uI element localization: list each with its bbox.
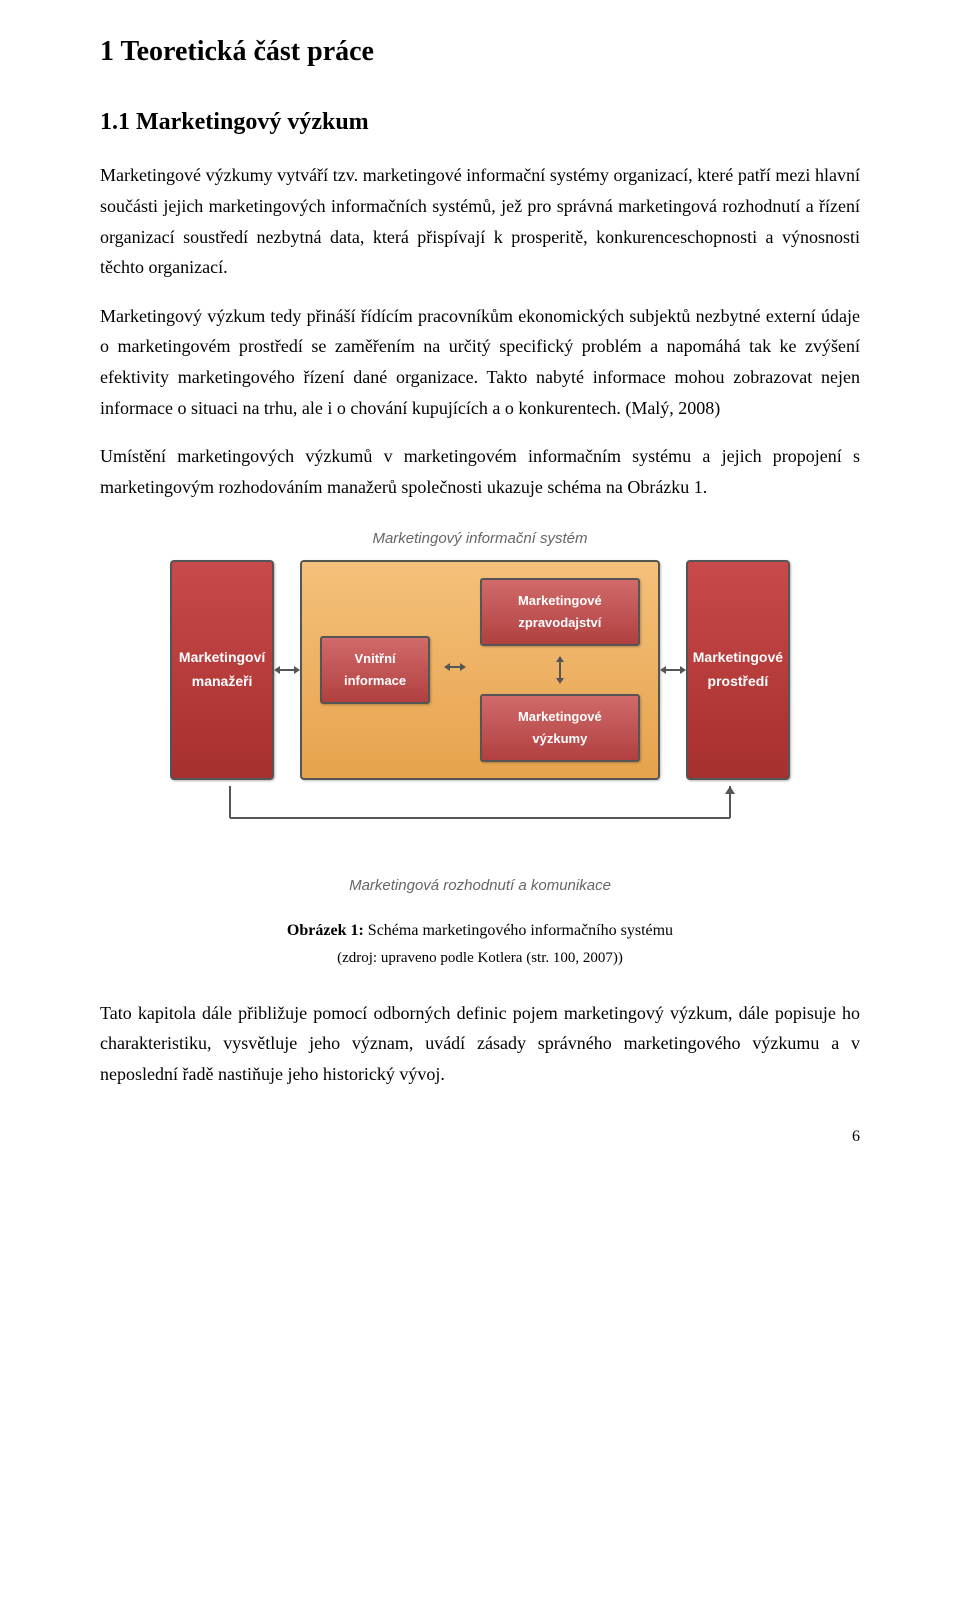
connector-v-inner — [553, 656, 567, 684]
diagram-marketing-info-system: Marketingový informační systém Marketing… — [170, 526, 790, 899]
paragraph-1: Marketingové výzkumy vytváří tzv. market… — [100, 160, 860, 282]
connector-right — [660, 560, 686, 780]
connector-left — [274, 560, 300, 780]
figure-caption-bold: Obrázek 1: — [287, 922, 364, 939]
page-number: 6 — [100, 1123, 860, 1150]
heading-2: 1.1 Marketingový výzkum — [100, 102, 860, 143]
box-marketing-managers: Marketingoví manažeři — [170, 560, 274, 780]
box-marketing-intelligence: Marketingové zpravodajství — [480, 578, 640, 646]
figure-caption-text: Schéma marketingového informačního systé… — [364, 922, 673, 939]
box-marketing-research: Marketingové výzkumy — [480, 694, 640, 762]
diagram-title: Marketingový informační systém — [170, 526, 790, 552]
paragraph-3: Umístění marketingových výzkumů v market… — [100, 441, 860, 502]
inner-right-column: Marketingové zpravodajství Marketingové … — [480, 578, 640, 762]
box-marketing-environment: Marketingové prostředí — [686, 560, 790, 780]
center-frame: Vnitřní informace Marketingové zpravodaj… — [300, 560, 660, 780]
figure-caption: Obrázek 1: Schéma marketingového informa… — [100, 917, 860, 944]
paragraph-4: Tato kapitola dále přibližuje pomocí odb… — [100, 998, 860, 1090]
paragraph-2: Marketingový výzkum tedy přináší řídícím… — [100, 301, 860, 423]
diagram-feedback-arc — [170, 786, 790, 849]
connector-h-inner — [444, 656, 466, 683]
diagram-footer-label: Marketingová rozhodnutí a komunikace — [170, 873, 790, 899]
heading-1: 1 Teoretická část práce — [100, 28, 860, 76]
box-internal-info: Vnitřní informace — [320, 636, 430, 704]
figure-source: (zdroj: upraveno podle Kotlera (str. 100… — [100, 946, 860, 972]
diagram-main-row: Marketingoví manažeři Vnitřní informace … — [170, 560, 790, 780]
